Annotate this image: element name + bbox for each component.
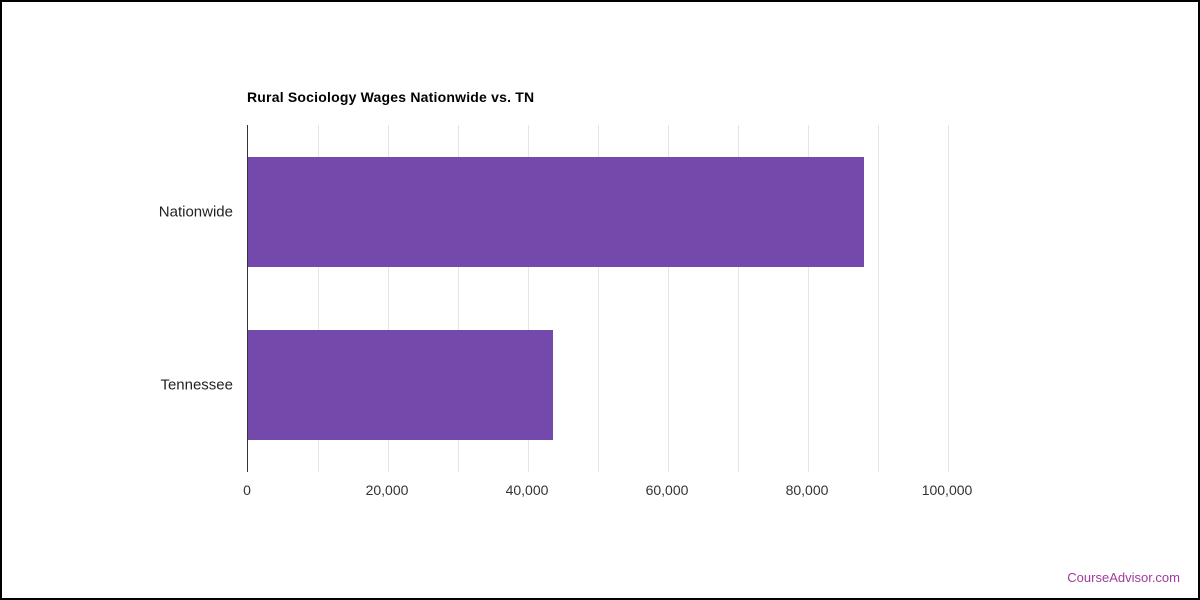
gridline (808, 125, 809, 472)
y-category-label: Nationwide (158, 203, 233, 221)
gridline (528, 125, 529, 472)
bar-tennessee (248, 330, 553, 441)
x-axis-labels: 0 20,000 40,000 60,000 80,000 100,000 (243, 482, 1017, 504)
plot-area (247, 125, 1018, 472)
bar-nationwide (248, 156, 864, 267)
y-category-label: Tennessee (160, 376, 233, 394)
gridline (598, 125, 599, 472)
x-tick-label: 20,000 (365, 482, 409, 498)
gridline (318, 125, 319, 472)
gridline (738, 125, 739, 472)
gridline (668, 125, 669, 472)
gridline (388, 125, 389, 472)
x-tick-label: 80,000 (785, 482, 829, 498)
gridline (458, 125, 459, 472)
x-tick-label: 60,000 (645, 482, 689, 498)
x-tick-label: 100,000 (921, 482, 973, 498)
x-tick-label: 40,000 (505, 482, 549, 498)
x-tick-label: 0 (243, 482, 251, 498)
y-axis-labels: Nationwide Tennessee (2, 125, 233, 472)
courseadvisor-watermark-link[interactable]: CourseAdvisor.com (1067, 570, 1180, 585)
chart-title: Rural Sociology Wages Nationwide vs. TN (247, 89, 535, 105)
gridline (948, 125, 949, 472)
gridline (878, 125, 879, 472)
